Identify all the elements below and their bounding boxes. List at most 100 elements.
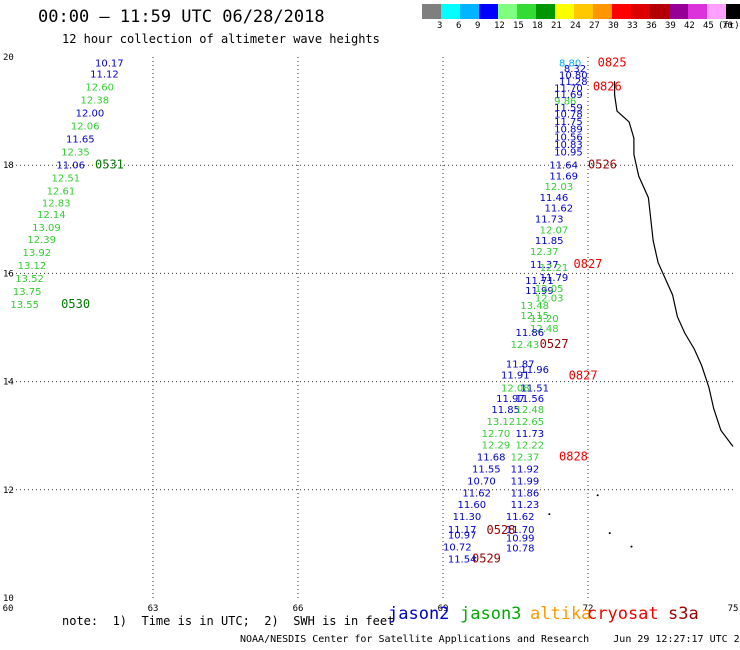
- scale-swatch: [441, 4, 460, 19]
- swh-value-label: 12.51: [52, 173, 81, 184]
- scale-swatch: [669, 4, 688, 19]
- scale-label: 24: [570, 21, 581, 31]
- swh-value-label: 11.56: [516, 394, 545, 405]
- swh-value-label: 12.83: [42, 198, 71, 209]
- swh-value-label: 12.37: [530, 247, 559, 258]
- swh-value-label: 11.06: [56, 160, 85, 171]
- time-labels: 0825 0826 0526 0531 0530 0827 0527 0827 0828 0528…: [61, 56, 626, 566]
- swh-value-label: 12.38: [81, 96, 110, 107]
- swh-value-label: 12.65: [516, 417, 545, 428]
- y-tick-label: 12: [3, 486, 14, 496]
- scale-label: 12: [494, 21, 505, 31]
- swh-value-label: 12.15: [520, 311, 549, 322]
- swh-value-label: 11.85: [535, 236, 564, 247]
- scale-swatch: [650, 4, 669, 19]
- pass-time-label: 0531: [95, 157, 124, 171]
- swh-value-label: 13.75: [13, 287, 42, 298]
- pass-time-label: 0527: [540, 337, 569, 351]
- pass-time-label: 0530: [61, 297, 90, 311]
- swh-value-label: 12.05: [535, 284, 564, 295]
- scale-swatch: [555, 4, 574, 19]
- swh-value-label: 11.46: [540, 193, 569, 204]
- footer-credit: NOAA/NESDIS Center for Satellite Applica…: [240, 634, 740, 645]
- island-mark: [630, 545, 633, 548]
- footer-note: note: 1) Time is in UTC; 2) SWH is in fe…: [62, 614, 395, 628]
- swh-value-label: 10.83: [554, 140, 583, 151]
- color-scale-bar: [422, 4, 740, 19]
- coastline-path: [613, 81, 734, 447]
- swh-value-label: 12.21: [540, 263, 569, 274]
- swh-value-label: 11.64: [549, 160, 578, 171]
- swh-value-label: 11.30: [453, 512, 482, 523]
- x-tick-label: 69: [438, 604, 449, 614]
- swh-value-label: 11.55: [472, 464, 501, 475]
- scale-label: 42: [684, 21, 695, 31]
- scale-label: 27: [589, 21, 600, 31]
- scale-unit: (ft): [718, 21, 740, 31]
- swh-value-label: 11.37: [530, 260, 559, 271]
- swh-value-label: 11.91: [501, 370, 530, 381]
- swh-value-label: 11.85: [491, 405, 520, 416]
- scale-swatch: [593, 4, 612, 19]
- swh-value-label: 10.99: [506, 534, 535, 545]
- swh-value-label: 13.48: [520, 301, 549, 312]
- swh-value-label: 10.80: [559, 71, 588, 82]
- scale-swatch: [688, 4, 707, 19]
- axis-ticks: 60 63 66 69 72 75 10 12 14 16 18 20: [3, 53, 739, 614]
- swh-value-label: 11.12: [90, 70, 119, 81]
- swh-value-label: 12.00: [76, 109, 105, 120]
- scale-label: 21: [551, 21, 562, 31]
- y-tick-label: 18: [3, 161, 14, 171]
- swh-value-label: 12.37: [511, 453, 540, 464]
- scale-swatch: [726, 4, 740, 19]
- x-tick-label: 60: [3, 604, 14, 614]
- y-tick-label: 14: [3, 378, 14, 388]
- scale-swatch: [479, 4, 498, 19]
- swh-value-label: 11.92: [511, 464, 540, 475]
- mission-cryosat: cryosat: [587, 604, 659, 624]
- swh-value-label: 11.70: [554, 84, 583, 95]
- pass-time-label: 0827: [569, 368, 598, 382]
- mission-altika: altika: [530, 604, 592, 624]
- swh-value-label: 12.48: [516, 405, 545, 416]
- scale-swatch: [574, 4, 593, 19]
- swh-value-label: 11.71: [525, 276, 554, 287]
- swh-value-label: 11.54: [448, 554, 477, 565]
- swh-value-label: 12.70: [482, 429, 511, 440]
- mission-s3a: s3a: [668, 604, 699, 624]
- swh-value-label: 11.79: [540, 273, 569, 284]
- scale-swatch: [707, 4, 726, 19]
- swh-value-label: 11.99: [525, 286, 554, 297]
- mission-jason2: jason2: [388, 604, 450, 624]
- swh-value-label: 13.12: [18, 261, 47, 272]
- pass-time-label: 0526: [588, 157, 617, 171]
- pass-time-label: 0825: [598, 56, 627, 70]
- scale-label: 33: [627, 21, 638, 31]
- y-tick-label: 20: [3, 53, 14, 63]
- mission-jason3: jason3: [460, 604, 522, 624]
- swh-value-label: 9.86: [554, 97, 576, 108]
- pass-time-label: 0828: [559, 450, 588, 464]
- swh-value-label: 10.56: [554, 132, 583, 143]
- scale-swatch: [631, 4, 650, 19]
- island-mark: [548, 513, 551, 516]
- swh-value-label: 12.48: [530, 324, 559, 335]
- chart-title: 00:00 – 11:59 UTC 06/28/2018: [38, 7, 325, 27]
- swh-value-label: 11.62: [506, 512, 535, 523]
- swh-value-label: 13.92: [23, 248, 52, 259]
- swh-value-label: 12.61: [47, 186, 76, 197]
- swh-value-label: 11.65: [66, 134, 95, 145]
- scale-label: 3: [437, 21, 443, 31]
- scale-label: 6: [456, 21, 462, 31]
- swh-value-label: 11.60: [458, 500, 487, 511]
- swh-value-label: 13.55: [10, 300, 39, 311]
- swh-value-label: 11.96: [520, 365, 549, 376]
- swh-value-label: 11.62: [545, 204, 574, 215]
- scale-label: 18: [532, 21, 543, 31]
- x-tick-label: 75: [728, 604, 739, 614]
- swh-value-label: 10.78: [506, 543, 535, 554]
- scale-swatch: [517, 4, 536, 19]
- pass-time-label: 0528: [487, 523, 516, 537]
